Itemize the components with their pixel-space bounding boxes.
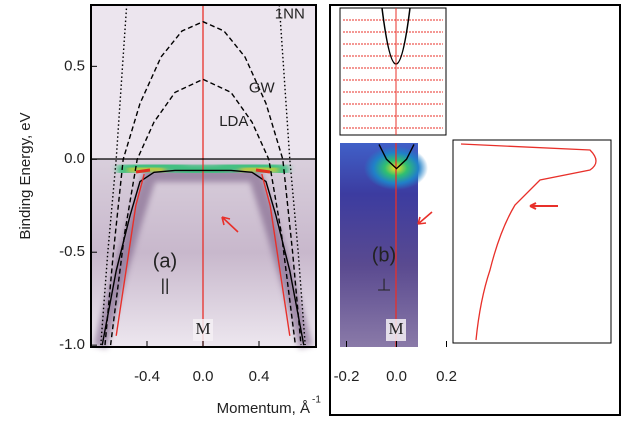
series-line	[101, 169, 305, 346]
x-tick-label: 0.0	[193, 368, 214, 385]
panel-b-plot	[378, 144, 415, 170]
series-line	[109, 78, 297, 346]
series-label: LDA	[219, 113, 248, 130]
series-line	[115, 173, 291, 336]
annotation: ⊥	[377, 275, 392, 294]
series-label: 1NN	[275, 5, 305, 22]
annotation: M	[388, 319, 403, 338]
y-tick-label: -0.5	[59, 243, 85, 260]
panel-b-image	[340, 143, 428, 347]
x-tick-label: 0.4	[249, 368, 270, 385]
arrow	[417, 211, 433, 225]
x-tick-label: -0.4	[134, 368, 160, 385]
label-box	[193, 319, 213, 341]
annotation: M	[195, 319, 210, 338]
y-tick-label: 0.0	[64, 150, 85, 167]
edc-inset	[452, 139, 612, 344]
series-line	[378, 144, 415, 170]
x-tick-label: -0.2	[334, 368, 360, 385]
x-tick-label: 0.0	[386, 368, 407, 385]
series-line	[100, 5, 306, 346]
x-axis-title: Momentum, Å	[217, 400, 310, 417]
annotation: (a)	[153, 250, 177, 272]
series-label: GW	[249, 80, 276, 97]
x-tick-label: 0.2	[436, 368, 457, 385]
annotation: ||	[161, 275, 170, 294]
annotation: (b)	[372, 244, 396, 266]
label-box	[386, 319, 406, 341]
x-axis-title-superscript: -1	[312, 395, 321, 406]
edc-stack	[339, 7, 447, 136]
arrow	[221, 216, 239, 233]
y-tick-label: 0.5	[64, 57, 85, 74]
panel-b-frame	[329, 4, 621, 416]
y-tick-label: -1.0	[59, 336, 85, 353]
y-axis-title: Binding Energy, eV	[17, 112, 34, 239]
